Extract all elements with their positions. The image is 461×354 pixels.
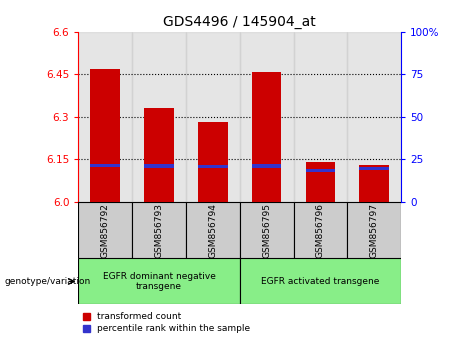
Text: EGFR activated transgene: EGFR activated transgene (261, 277, 379, 286)
Bar (240, 258, 401, 304)
Bar (90, 69, 120, 202)
Legend: transformed count, percentile rank within the sample: transformed count, percentile rank withi… (83, 313, 250, 333)
Bar (240, 202, 294, 258)
Title: GDS4496 / 145904_at: GDS4496 / 145904_at (163, 16, 316, 29)
Bar (347, 32, 401, 202)
Text: GSM856797: GSM856797 (370, 202, 378, 258)
Bar (240, 32, 294, 202)
Bar (306, 169, 335, 172)
Bar (186, 202, 240, 258)
Bar (132, 202, 186, 258)
Text: GSM856792: GSM856792 (101, 202, 110, 258)
Bar (78, 202, 132, 258)
Bar (198, 165, 228, 169)
Bar (198, 122, 228, 202)
Bar (306, 162, 335, 202)
Bar (186, 32, 240, 202)
Bar (144, 108, 174, 202)
Bar (90, 164, 120, 167)
Text: GSM856793: GSM856793 (154, 202, 164, 258)
Bar (347, 202, 401, 258)
Text: genotype/variation: genotype/variation (5, 277, 91, 286)
Bar (360, 167, 389, 170)
Bar (360, 165, 389, 202)
Bar (78, 258, 240, 304)
Bar (294, 32, 347, 202)
Text: GSM856795: GSM856795 (262, 202, 271, 258)
Bar (78, 32, 132, 202)
Text: GSM856796: GSM856796 (316, 202, 325, 258)
Bar (294, 202, 347, 258)
Bar (252, 72, 281, 202)
Bar (252, 164, 281, 167)
Text: GSM856794: GSM856794 (208, 202, 217, 258)
Bar (132, 32, 186, 202)
Text: EGFR dominant negative
transgene: EGFR dominant negative transgene (103, 272, 215, 291)
Bar (144, 164, 174, 167)
